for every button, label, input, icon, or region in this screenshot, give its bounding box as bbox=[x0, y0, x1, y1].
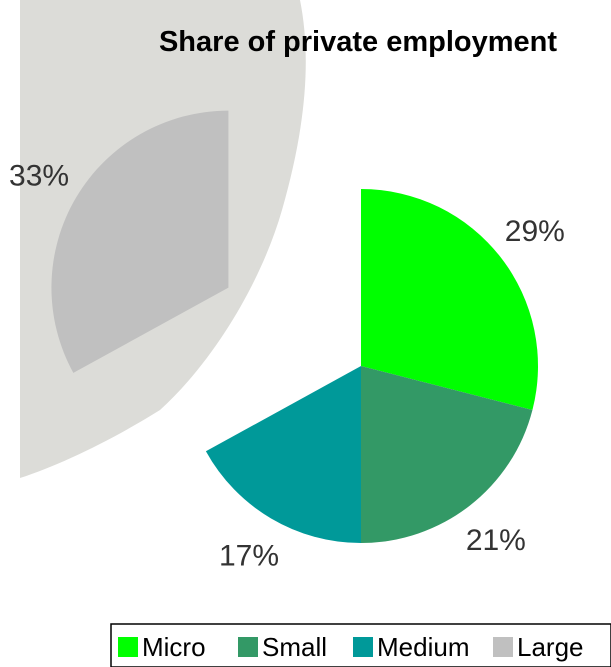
legend-swatch-medium bbox=[353, 637, 373, 657]
pie-slice-micro bbox=[361, 189, 538, 411]
legend-swatch-small bbox=[238, 637, 258, 657]
data-labels: 29% 21% 17% 33% bbox=[9, 160, 565, 573]
pie-slice-small bbox=[361, 366, 533, 543]
data-label-large: 33% bbox=[9, 160, 69, 193]
legend-swatch-micro bbox=[118, 637, 138, 657]
pie-slice-large bbox=[51, 110, 229, 373]
data-label-medium: 17% bbox=[219, 539, 279, 572]
legend-label-micro: Micro bbox=[142, 632, 206, 662]
legend-label-medium: Medium bbox=[377, 632, 469, 662]
data-label-micro: 29% bbox=[505, 215, 565, 248]
data-label-small: 21% bbox=[466, 524, 526, 557]
legend-label-small: Small bbox=[262, 632, 327, 662]
legend: Micro Small Medium Large bbox=[110, 623, 611, 667]
pie-slices bbox=[51, 110, 538, 543]
legend-swatch-large bbox=[493, 637, 513, 657]
chart-title: Share of private employment bbox=[159, 26, 557, 58]
pie-slice-medium bbox=[205, 366, 361, 543]
legend-label-large: Large bbox=[517, 632, 584, 662]
